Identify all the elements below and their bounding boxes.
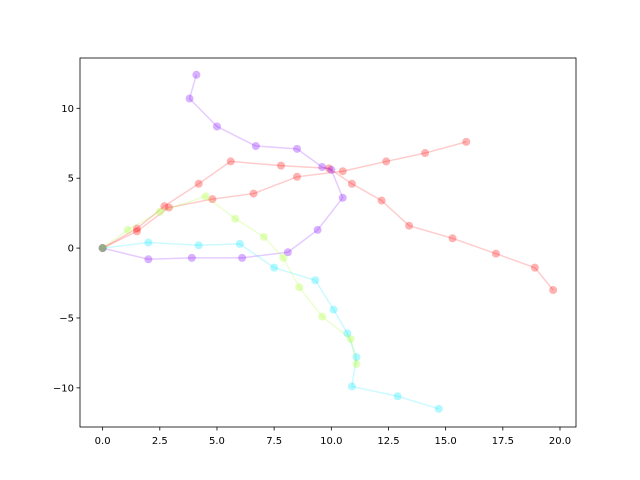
point [123, 225, 132, 234]
point [194, 179, 203, 188]
point [164, 203, 173, 212]
point [201, 192, 210, 201]
point [283, 248, 292, 257]
point [549, 286, 558, 295]
point [155, 207, 164, 216]
point [270, 263, 279, 272]
point [132, 224, 141, 233]
point [231, 214, 240, 223]
point [530, 263, 539, 272]
x-tick-label: 15.0 [435, 436, 457, 447]
point [212, 122, 221, 131]
point [208, 195, 217, 204]
point [144, 255, 153, 264]
point [98, 244, 107, 253]
point [352, 360, 361, 369]
point [338, 193, 347, 202]
point [293, 172, 302, 181]
point [462, 137, 471, 146]
point [132, 227, 141, 236]
point [226, 157, 235, 166]
x-tick-label: 5.0 [209, 436, 225, 447]
point [352, 353, 361, 362]
point [238, 253, 247, 262]
point [347, 179, 356, 188]
x-tick-label: 2.5 [152, 436, 168, 447]
point [491, 249, 500, 258]
point [192, 70, 201, 79]
point [235, 239, 244, 248]
point [448, 234, 457, 243]
point [313, 225, 322, 234]
x-tick-label: 0.0 [95, 436, 111, 447]
point [98, 244, 107, 253]
point [325, 164, 334, 173]
x-tick-label: 7.5 [266, 436, 282, 447]
point [279, 253, 288, 262]
y-tick-label: 5 [68, 174, 74, 185]
point [293, 144, 302, 153]
series-line [102, 160, 554, 291]
point [311, 276, 320, 285]
y-tick-label: −10 [53, 383, 74, 394]
x-tick-label: 12.5 [377, 436, 399, 447]
point [251, 142, 260, 151]
point [187, 253, 196, 262]
point [382, 157, 391, 166]
point [329, 305, 338, 314]
point [277, 161, 286, 170]
point [377, 196, 386, 205]
point [338, 167, 347, 176]
point [318, 312, 327, 321]
point [327, 165, 336, 174]
point [98, 244, 107, 253]
point [318, 163, 327, 172]
series-line [102, 241, 440, 410]
x-tick-label: 20.0 [549, 436, 571, 447]
x-tick-label: 10.0 [320, 436, 342, 447]
point [98, 244, 107, 253]
series-line [102, 141, 467, 249]
x-tick-label: 17.5 [492, 436, 514, 447]
series-line [102, 74, 344, 261]
point [434, 404, 443, 413]
point [98, 244, 107, 253]
point [346, 334, 355, 343]
point [144, 238, 153, 247]
point [259, 232, 268, 241]
point [295, 283, 304, 292]
y-tick-label: 0 [68, 244, 74, 255]
point [393, 392, 402, 401]
point [421, 149, 430, 158]
y-tick-label: −5 [59, 313, 74, 324]
point [343, 329, 352, 338]
point [249, 189, 258, 198]
point [160, 202, 169, 211]
point [405, 221, 414, 230]
point [194, 241, 203, 250]
point [185, 94, 194, 103]
point [347, 382, 356, 391]
plot-frame [79, 57, 577, 428]
series-line [102, 195, 358, 365]
y-tick-label: 10 [61, 104, 74, 115]
